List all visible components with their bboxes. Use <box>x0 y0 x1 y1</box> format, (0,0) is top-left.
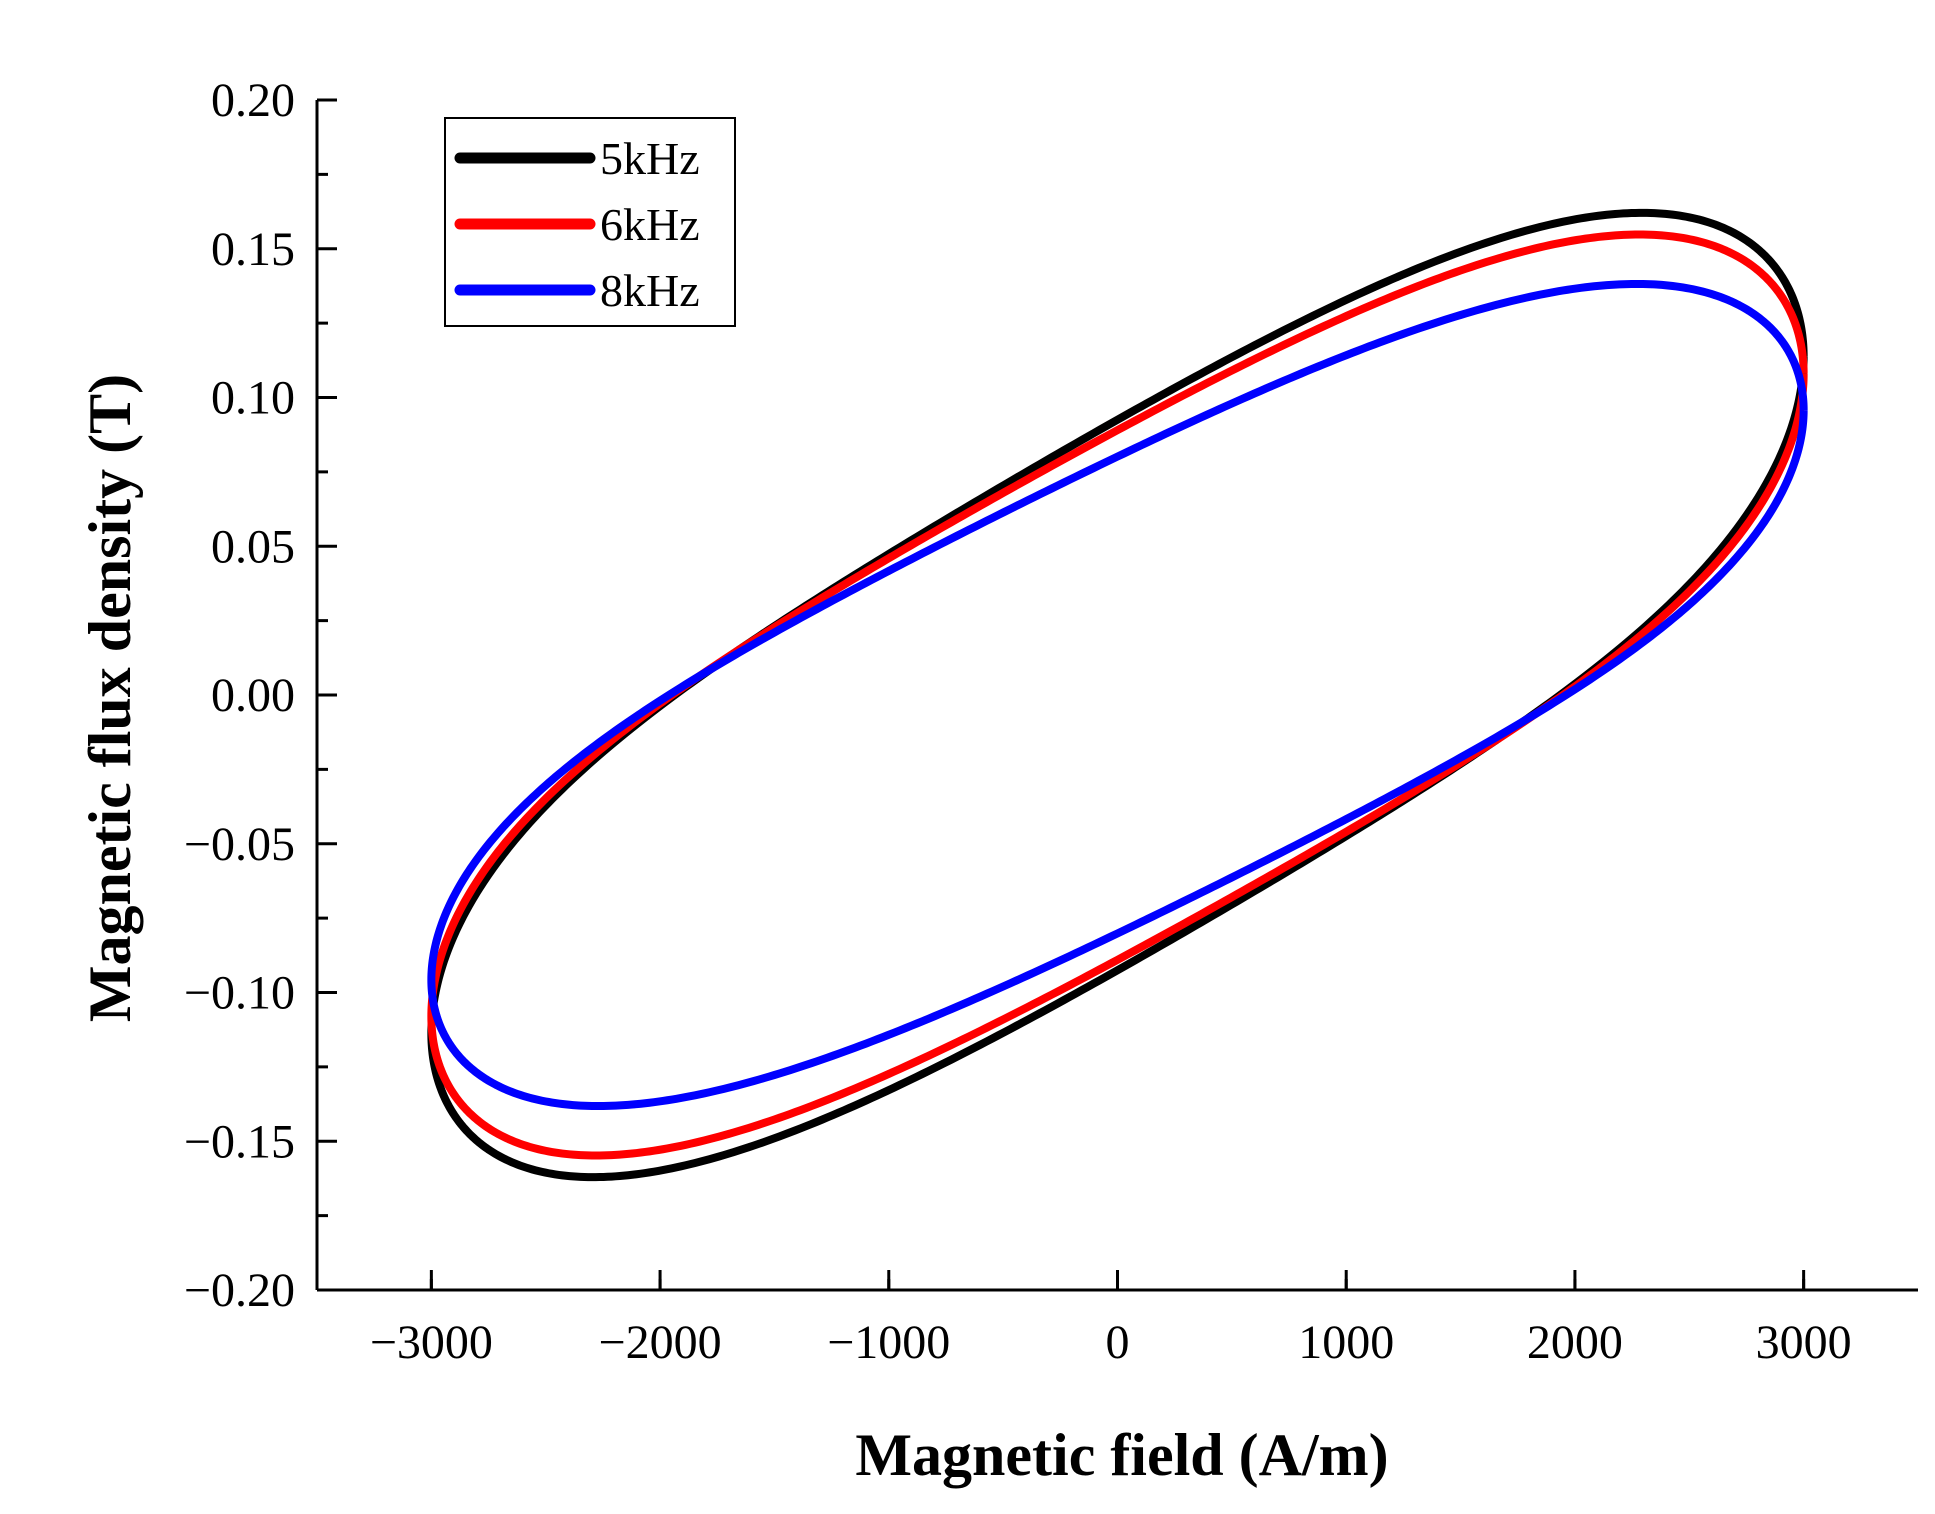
x-tick-label: 0 <box>1106 1316 1130 1369</box>
x-tick-label: −3000 <box>370 1316 493 1369</box>
y-tick-label: 0.10 <box>211 372 295 425</box>
y-tick-label: 0.20 <box>211 74 295 127</box>
x-tick-label: 3000 <box>1756 1316 1852 1369</box>
legend: 5kHz 6kHz 8kHz <box>444 117 736 327</box>
x-tick-label: 2000 <box>1527 1316 1623 1369</box>
x-tick-label: −1000 <box>827 1316 950 1369</box>
y-tick-label: 0.15 <box>211 223 295 276</box>
legend-label-8kHz: 8kHz <box>600 265 700 316</box>
y-tick-label: 0.05 <box>211 520 295 573</box>
x-tick-label: −2000 <box>599 1316 722 1369</box>
legend-label-5kHz: 5kHz <box>600 133 700 184</box>
y-axis-title: Magnetic flux density (T) <box>77 374 143 1022</box>
y-tick-label: −0.15 <box>184 1115 295 1168</box>
series-line-5kHz <box>427 208 1808 1182</box>
legend-label-6kHz: 6kHz <box>600 199 700 250</box>
x-tick-label: 1000 <box>1298 1316 1394 1369</box>
curves-layer <box>427 208 1808 1182</box>
y-tick-label: −0.20 <box>184 1264 295 1317</box>
series-line-8kHz <box>427 279 1808 1111</box>
y-tick-label: −0.05 <box>184 818 295 871</box>
x-axis-title: Magnetic field (A/m) <box>855 1422 1388 1488</box>
series-line-6kHz <box>427 230 1808 1160</box>
y-tick-label: −0.10 <box>184 967 295 1020</box>
ticks-layer: −3000 −2000 −1000 0 1000 2000 3000 0.20 0.15 0.10… <box>184 74 1852 1369</box>
y-tick-label: 0.00 <box>211 669 295 722</box>
